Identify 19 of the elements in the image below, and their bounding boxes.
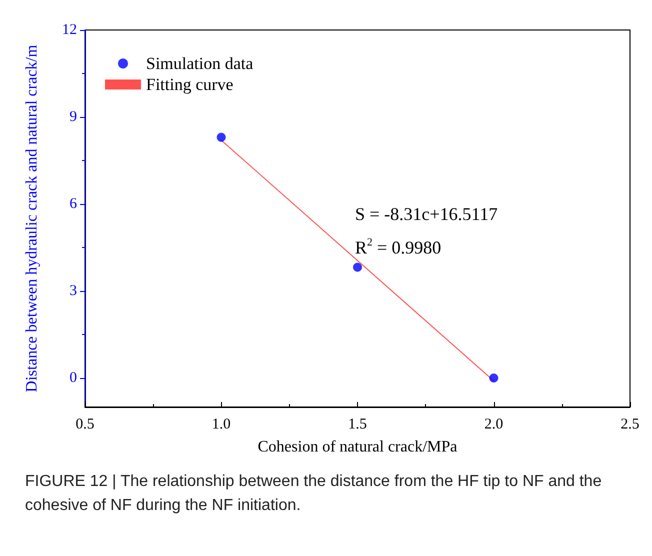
- y-axis-title: Distance between hydraulic crack and natural crack/m: [24, 44, 40, 392]
- y-tick-label: 12: [62, 22, 77, 38]
- caption: FIGURE 12 | The relationship between the distance from the HF tip to NF and the cohesive of NF during the NF initiation.: [25, 472, 603, 516]
- point: [353, 262, 362, 272]
- x-tick-label: 1.5: [348, 416, 367, 432]
- y-tick-label: 3: [70, 283, 77, 299]
- y-tick-label: 6: [70, 196, 78, 212]
- x-axis-title: Cohesion of natural crack/MPa: [258, 438, 458, 456]
- annotation: S = -8.31c+16.5117: [355, 204, 498, 224]
- x-tick-label: 1.0: [212, 416, 231, 432]
- x-tick-label: 2.5: [620, 416, 640, 432]
- point: [216, 132, 226, 142]
- point: [489, 374, 498, 382]
- y-tick-label: 0: [70, 370, 77, 386]
- y-tick-label: 9: [70, 109, 77, 125]
- x-tick-label: 0.5: [76, 416, 94, 432]
- x-tick-label: 2.0: [484, 416, 504, 432]
- legend-label: Simulation data: [146, 54, 254, 73]
- legend-label: Fitting curve: [146, 75, 234, 94]
